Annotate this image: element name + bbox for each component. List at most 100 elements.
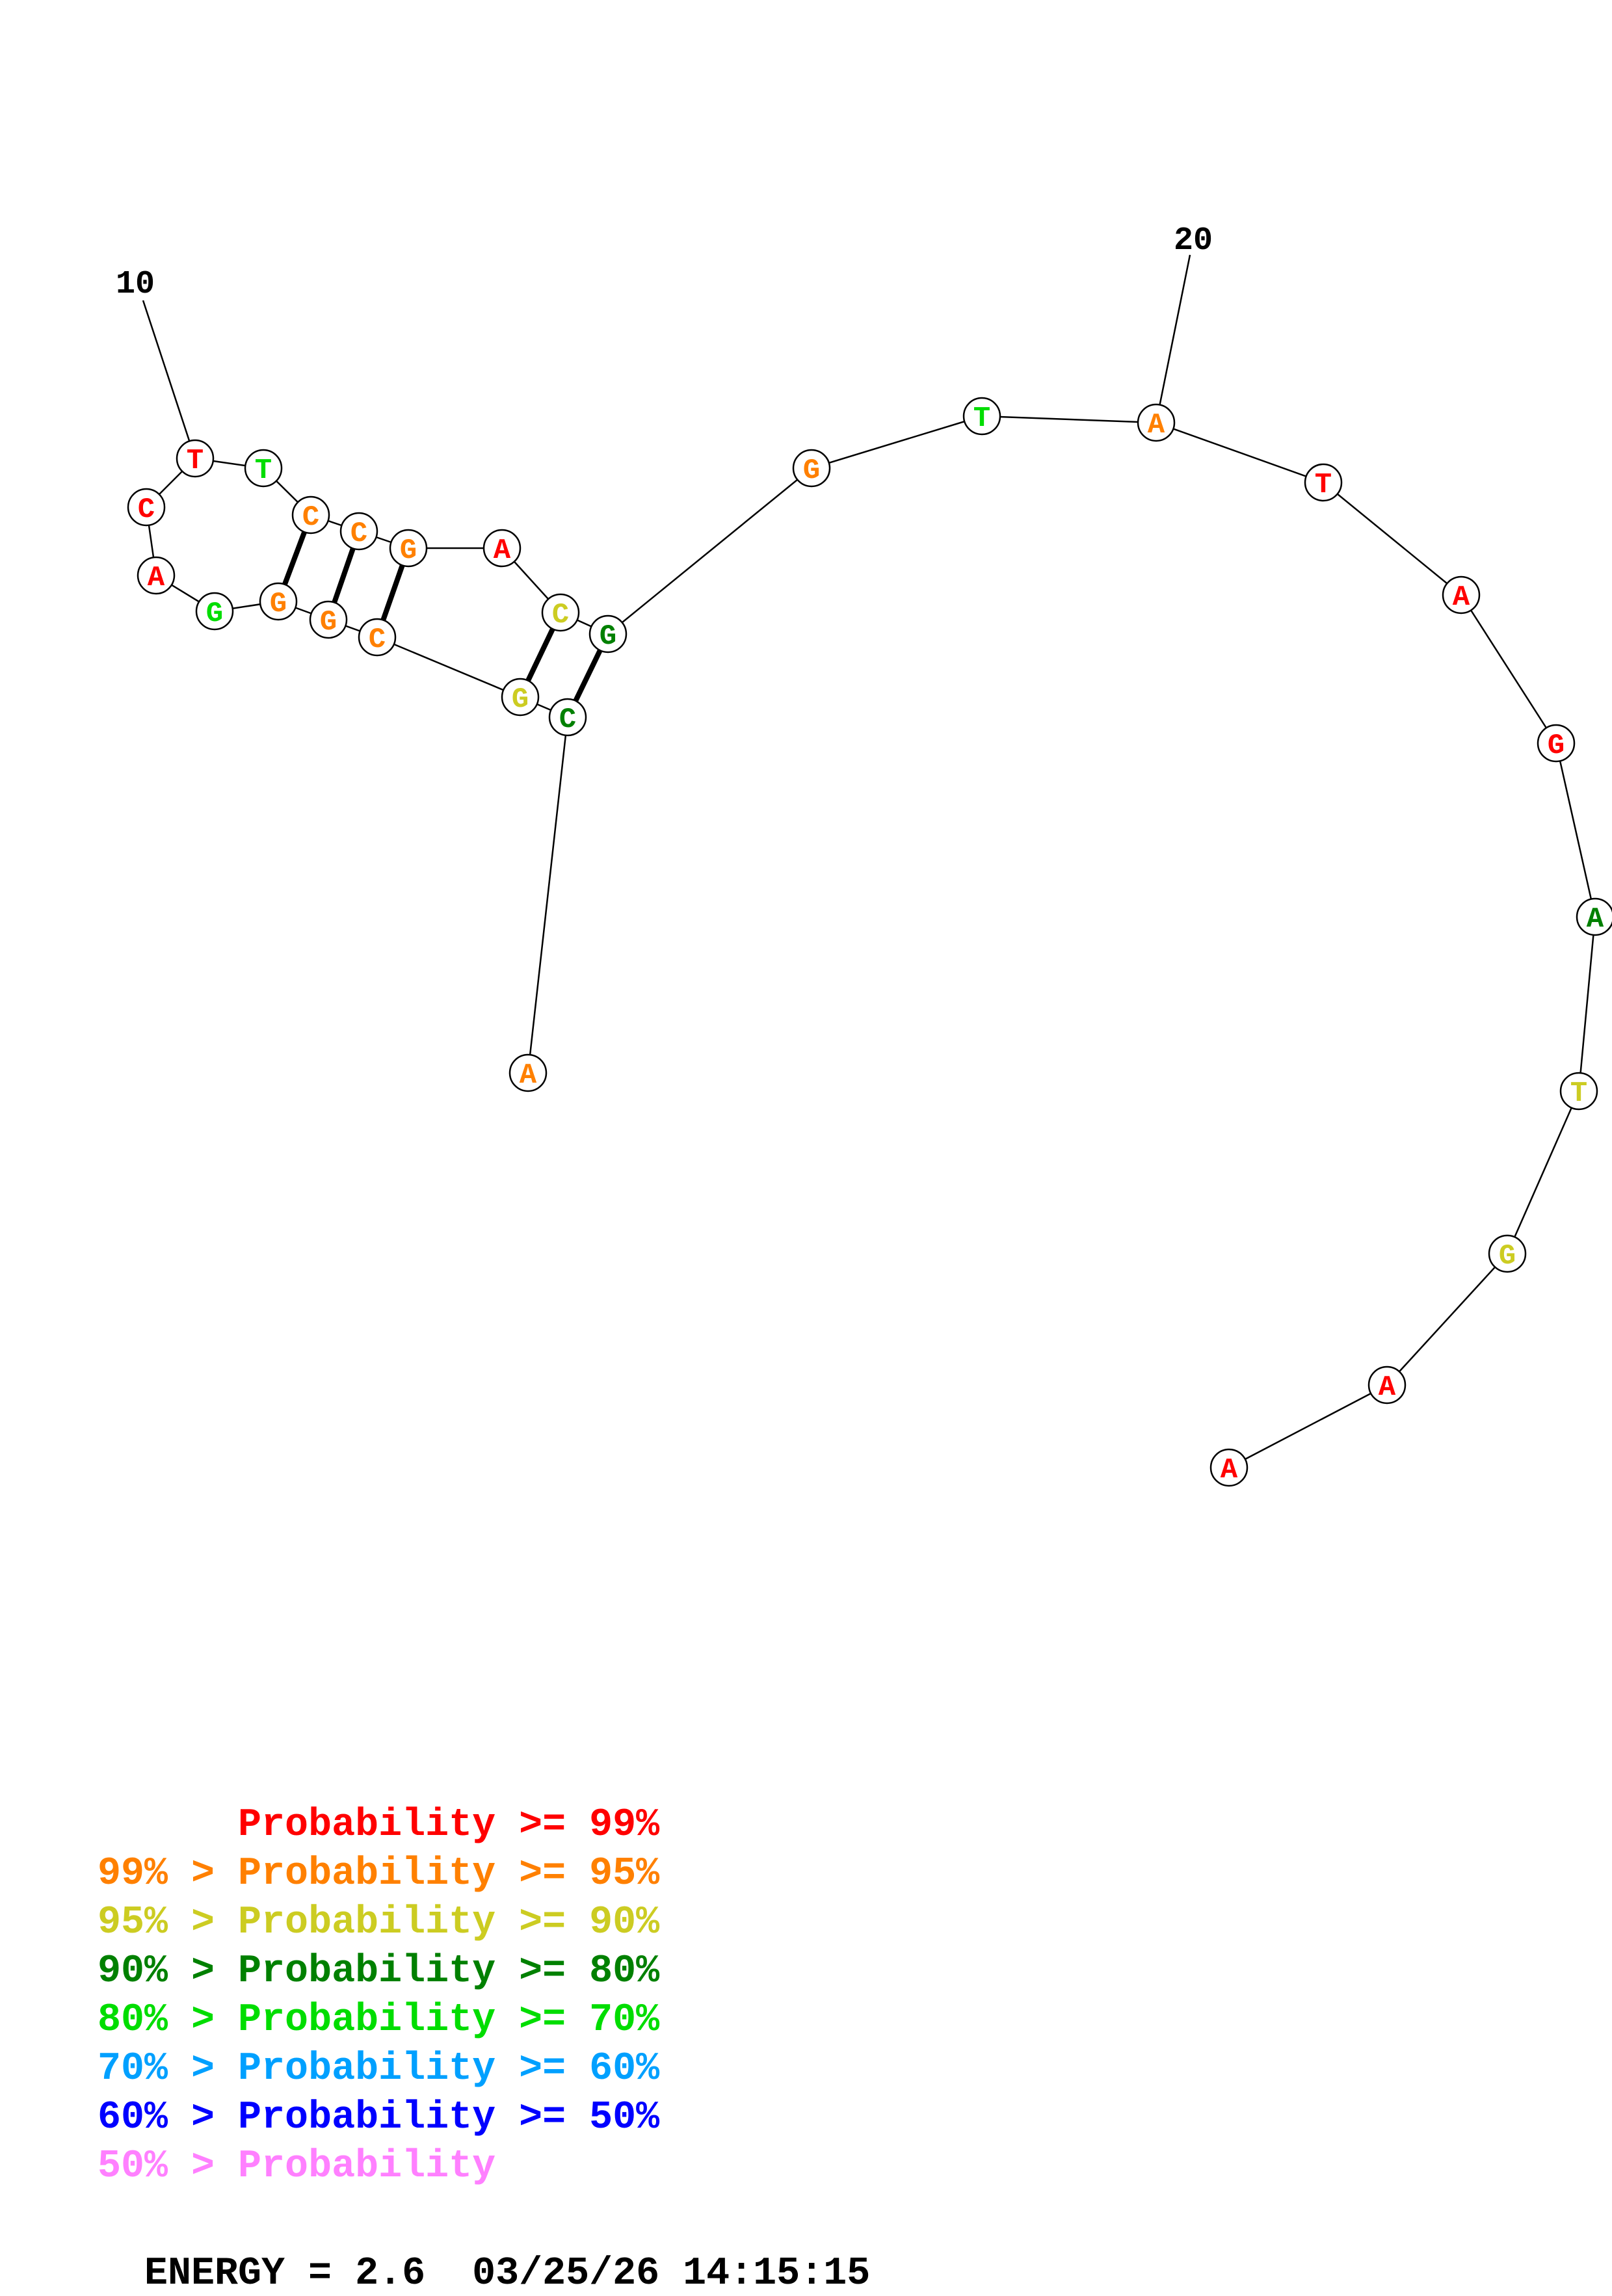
- backbone-lines: [145, 415, 1596, 1469]
- nucleotide-circle: [1576, 897, 1612, 936]
- nucleotide-circle: [176, 439, 215, 478]
- nucleotide-7: G: [195, 592, 234, 631]
- nucleotide-circle: [309, 600, 348, 639]
- nucleotide-circle: [291, 495, 330, 534]
- nucleotide-circle: [339, 512, 378, 551]
- nucleotide-13: C: [339, 512, 378, 551]
- backbone-link: [1386, 1253, 1508, 1386]
- legend-row: 70% > Probability >= 60%: [98, 2045, 659, 2094]
- nucleotide-letter: C: [369, 624, 386, 656]
- nucleotide-letter: G: [1548, 730, 1565, 762]
- position-label: 20: [1174, 222, 1213, 259]
- nucleotide-letter: C: [350, 518, 367, 550]
- nucleotide-circle: [541, 593, 580, 632]
- nucleotide-letter: G: [400, 534, 417, 567]
- nucleotide-letter: C: [302, 501, 319, 534]
- nucleotide-27: A: [1368, 1366, 1407, 1405]
- nucleotide-circle: [1137, 403, 1176, 442]
- backbone-link: [377, 636, 521, 698]
- nucleotide-circle: [1209, 1448, 1249, 1487]
- backbone-link: [1156, 421, 1324, 484]
- backbone-link: [981, 415, 1157, 424]
- nucleotide-letter: G: [1499, 1240, 1516, 1273]
- nucleotide-12: C: [291, 495, 330, 534]
- nucleotide-letter: G: [512, 683, 529, 716]
- nucleotide-letter: T: [1315, 469, 1332, 501]
- nucleotide-letter: A: [1453, 581, 1470, 614]
- nucleotide-circle: [501, 678, 540, 717]
- legend-label: Probability >= 60%: [238, 2047, 660, 2091]
- legend-prefix: 99% >: [98, 1852, 239, 1896]
- nucleotide-25: T: [1559, 1072, 1598, 1111]
- legend-row: 99% > Probability >= 95%: [98, 1850, 659, 1899]
- nucleotide-11: T: [244, 449, 283, 488]
- nucleotide-letter: G: [270, 588, 287, 620]
- nucleotide-circle: [127, 488, 166, 527]
- nucleotide-24: A: [1576, 897, 1612, 936]
- nucleotide-letter: T: [973, 402, 990, 435]
- nucleotide-circle: [195, 592, 234, 631]
- nucleotide-3: G: [501, 678, 540, 717]
- legend-row: 60% > Probability >= 50%: [98, 2094, 659, 2143]
- nucleotide-circle: [244, 449, 283, 488]
- nucleotide-9: C: [127, 488, 166, 527]
- legend-prefix: 80% >: [98, 1998, 239, 2042]
- nucleotide-circle: [259, 582, 298, 621]
- legend-label: Probability >= 70%: [238, 1998, 660, 2042]
- nucleotide-6: G: [259, 582, 298, 621]
- legend-label: Probability >= 90%: [238, 1901, 660, 1945]
- legend-prefix: 70% >: [98, 2047, 239, 2091]
- nucleotide-letter: A: [1379, 1371, 1396, 1404]
- nucleotide-22: A: [1442, 575, 1481, 614]
- nucleotide-19: T: [962, 397, 1001, 436]
- legend-prefix: 60% >: [98, 2096, 239, 2140]
- nucleotide-circle: [1537, 724, 1576, 763]
- nucleotide-letter: G: [600, 620, 616, 653]
- nucleotide-letter: A: [1148, 409, 1165, 442]
- nucleotide-letter: T: [187, 445, 204, 477]
- nucleotide-letter: C: [138, 494, 155, 526]
- legend-row: 50% > Probability: [98, 2143, 659, 2191]
- backbone-link: [1555, 743, 1596, 917]
- legend-prefix: 90% >: [98, 1949, 239, 1994]
- nucleotide-10: T: [176, 439, 215, 478]
- nucleotide-16: C: [541, 593, 580, 632]
- legend-row: 90% > Probability >= 80%: [98, 1947, 659, 1996]
- legend-row: Probability >= 99%: [98, 1801, 659, 1850]
- nucleotide-1: A: [509, 1053, 548, 1092]
- legend-label: Probability >= 80%: [238, 1949, 660, 1994]
- nucleotide-letter: A: [1587, 903, 1604, 936]
- legend-label: Probability >= 99%: [238, 1803, 660, 1847]
- nucleotide-circle: [962, 397, 1001, 436]
- backbone-link: [1460, 594, 1557, 744]
- nucleotide-15: A: [482, 529, 522, 568]
- nucleotide-circle: [1559, 1072, 1598, 1111]
- nucleotide-letter: A: [1221, 1454, 1238, 1486]
- backbone-link: [1323, 482, 1462, 596]
- nucleotide-letter: A: [520, 1059, 537, 1092]
- nucleotide-circle: [509, 1053, 548, 1092]
- nucleotide-letter: A: [494, 534, 511, 567]
- energy-value: ENERGY = 2.6: [144, 2252, 426, 2296]
- probability-legend: Probability >= 99% 99% > Probability >= 9…: [98, 1801, 659, 2191]
- position-ticks: 10 20: [116, 222, 1213, 459]
- nucleotide-circle: [358, 618, 397, 657]
- nucleotide-14: G: [389, 529, 428, 568]
- nucleotide-letter: G: [803, 455, 820, 487]
- legend-prefix: [98, 1803, 238, 1847]
- nucleotide-circle: [482, 529, 522, 568]
- nucleotide-letter: G: [206, 598, 223, 630]
- backbone-link: [1578, 916, 1596, 1092]
- position-tick-line: [1155, 254, 1191, 423]
- nucleotide-23: G: [1537, 724, 1576, 763]
- nucleotide-circle: [1488, 1234, 1527, 1273]
- nucleotide-circle: [137, 556, 176, 595]
- nucleotide-circle: [548, 698, 587, 737]
- legend-row: 80% > Probability >= 70%: [98, 1996, 659, 2045]
- legend-label: Probability >= 50%: [238, 2096, 660, 2140]
- nucleotide-circle: [389, 529, 428, 568]
- nucleotide-26: G: [1488, 1234, 1527, 1273]
- nucleotide-letter: A: [148, 562, 165, 594]
